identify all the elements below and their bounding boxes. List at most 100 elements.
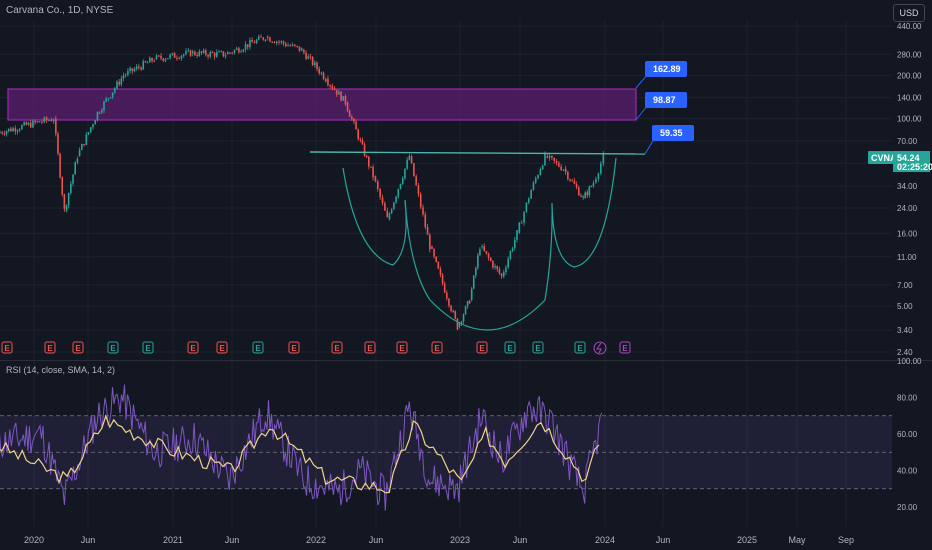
candle-body [393, 202, 395, 210]
price-tick-label: 140.00 [897, 94, 922, 103]
currency-button[interactable]: USD [893, 4, 925, 22]
candle-body [388, 213, 391, 220]
earnings-marker[interactable] [44, 341, 56, 354]
resistance-zone[interactable] [7, 88, 637, 121]
candle-body [573, 180, 576, 185]
candle-body [151, 57, 153, 61]
earnings-marker[interactable] [252, 341, 264, 354]
candle-body [462, 314, 465, 322]
candle-body [569, 179, 571, 181]
time-axis[interactable]: 2020 Jun 2021 Jun 2022 Jun 2023 Jun 2024 Jun 2025 M… [24, 535, 854, 545]
candle-body [324, 79, 327, 82]
candle-body [365, 155, 368, 157]
candle-body [218, 51, 220, 53]
earnings-label: E [577, 344, 583, 353]
candle-body [5, 131, 8, 135]
candle-body [29, 122, 32, 128]
candle-body [122, 75, 125, 79]
left-shoulder-curve[interactable] [342, 167, 407, 266]
upcoming-earnings-marker[interactable] [619, 341, 631, 354]
candle-body [541, 165, 544, 170]
rsi-title[interactable]: RSI (14, close, SMA, 14, 2) [6, 365, 116, 375]
earnings-marker[interactable] [476, 341, 488, 354]
earnings-marker[interactable] [142, 341, 154, 354]
candle-body [1, 132, 3, 134]
earnings-marker[interactable] [431, 341, 443, 354]
annotation-box[interactable] [645, 92, 687, 108]
dividend-icon[interactable] [593, 341, 607, 355]
candle-body [477, 255, 479, 268]
annotation-connector [644, 138, 655, 155]
candle-body [544, 152, 546, 166]
candle-body [173, 53, 176, 58]
candle-body [70, 183, 72, 193]
candle-body [429, 234, 431, 250]
candle-body [523, 211, 525, 223]
candle-body [413, 163, 415, 177]
candle-body [171, 53, 174, 55]
candle-body [492, 260, 494, 268]
candle-body [374, 176, 377, 182]
earnings-marker[interactable] [532, 341, 544, 354]
earnings-marker[interactable] [288, 341, 300, 354]
candle-body [169, 54, 171, 59]
candle-body [65, 205, 68, 211]
earnings-marker[interactable] [331, 341, 343, 354]
earnings-marker[interactable] [364, 341, 376, 354]
candle-body [135, 66, 138, 70]
candle-body [600, 163, 602, 174]
candle-body [235, 48, 238, 50]
earnings-marker[interactable] [504, 341, 516, 354]
candle-body [262, 37, 265, 40]
candle-body [539, 169, 542, 176]
right-side-curve[interactable] [544, 157, 617, 301]
candle-body [342, 95, 345, 101]
candle-body [36, 121, 39, 123]
annotation-box[interactable] [645, 61, 687, 77]
candle-body [582, 196, 584, 198]
earnings-marker[interactable] [396, 341, 408, 354]
symbol-title[interactable]: Carvana Co., 1D, NYSE [6, 5, 114, 16]
candle-body [361, 140, 364, 145]
candle-body [422, 207, 424, 215]
earnings-marker[interactable] [107, 341, 119, 354]
head-curve[interactable] [404, 199, 431, 301]
price-tick-label: 200.00 [897, 71, 922, 80]
earnings-marker[interactable] [216, 341, 228, 354]
candle-body [111, 92, 114, 98]
candle-body [338, 91, 340, 95]
lightning-icon [596, 342, 602, 354]
candle-body [162, 58, 165, 61]
candle-body [282, 41, 285, 44]
earnings-marker[interactable] [1, 341, 13, 354]
candle-body [584, 192, 587, 199]
rsi-line [0, 384, 603, 511]
candle-body [45, 117, 48, 121]
candle-body [180, 55, 183, 59]
neckline[interactable] [309, 151, 646, 155]
candle-body [72, 174, 74, 184]
candle-body [233, 49, 236, 53]
candle-body [280, 41, 283, 43]
rsi-tick-label: 80.00 [897, 394, 918, 403]
candle-body [257, 36, 260, 40]
candle-body [78, 150, 81, 157]
candle-body [7, 128, 10, 132]
earnings-marker[interactable] [187, 341, 199, 354]
candle-body [333, 88, 336, 90]
earnings-marker[interactable] [574, 341, 586, 354]
earnings-label: E [291, 344, 297, 353]
candle-body [329, 85, 331, 87]
candle-body [114, 88, 116, 93]
candle-body [307, 56, 310, 59]
cup-curve[interactable] [429, 299, 546, 331]
candle-body [98, 112, 101, 114]
candle-body [344, 95, 347, 105]
annotation-box[interactable] [652, 125, 694, 141]
candle-body [92, 124, 94, 128]
price-axis[interactable]: 440.00280.00200.00140.00100.0070.0049.00… [897, 22, 922, 512]
candle-body [464, 306, 467, 315]
earnings-marker[interactable] [72, 341, 84, 354]
candle-body [575, 184, 578, 188]
